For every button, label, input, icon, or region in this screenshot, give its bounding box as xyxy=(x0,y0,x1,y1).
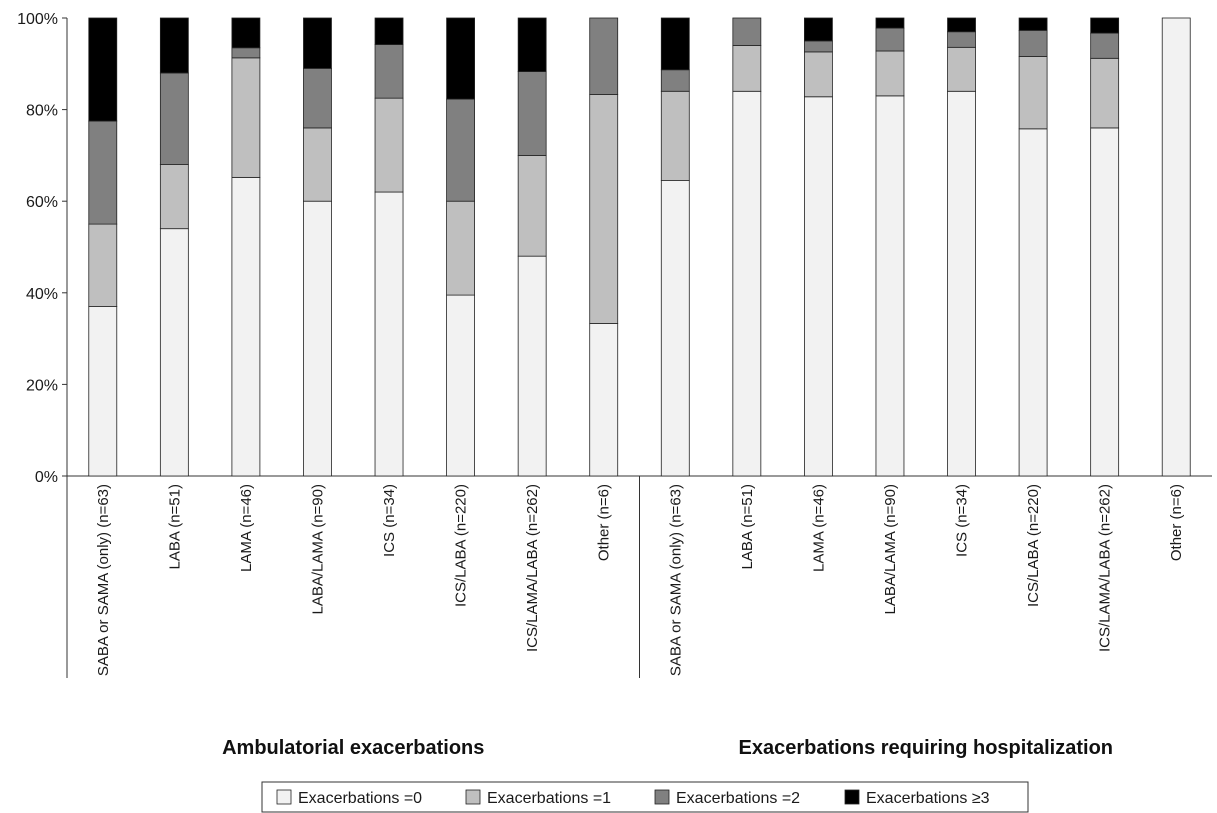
bar-segment xyxy=(446,17,475,100)
x-tick-label: LABA (n=51) xyxy=(166,484,183,569)
x-tick-label: LAMA (n=46) xyxy=(810,484,827,572)
bar-segment xyxy=(1090,17,1120,34)
legend-box xyxy=(261,781,1029,813)
legend-swatch xyxy=(276,789,292,805)
bar-segment xyxy=(303,17,332,69)
bar-segment xyxy=(231,17,261,49)
x-tick-label: Other (n=6) xyxy=(596,484,613,561)
bar-segment xyxy=(1090,127,1120,477)
bar-segment xyxy=(446,98,475,202)
bar-segment xyxy=(732,90,762,477)
bar-segment xyxy=(1018,56,1048,130)
x-tick-label: Other (n=6) xyxy=(1168,484,1185,561)
bar-segment xyxy=(517,17,547,72)
x-tick-labels: SABA or SAMA (only) (n=63) LABA (n=51) LAM… xyxy=(95,484,1185,676)
legend-label: Exacerbations =2 xyxy=(676,790,800,807)
x-tick-label: ICS/LABA (n=220) xyxy=(1025,484,1042,607)
group-label: Exacerbations requiring hospitalization xyxy=(738,737,1113,759)
bar-segment xyxy=(374,191,404,477)
bar-segment xyxy=(517,255,547,477)
x-tick-label: SABA or SAMA (only) (n=63) xyxy=(667,484,684,676)
x-tick-label: LABA (n=51) xyxy=(739,484,756,569)
bar-segment xyxy=(446,294,475,477)
bar-segment xyxy=(517,71,547,156)
x-tick-label: ICS (n=34) xyxy=(954,484,971,557)
legend-swatch xyxy=(654,789,670,805)
legend-swatch xyxy=(465,789,481,805)
bar-segment xyxy=(660,180,690,477)
bar-segment xyxy=(374,97,404,193)
x-tick-label: SABA or SAMA (only) (n=63) xyxy=(95,484,112,676)
bar-segment xyxy=(303,67,332,129)
y-tick-label: 0% xyxy=(35,469,58,486)
bar-segment xyxy=(303,200,332,477)
bar-segment xyxy=(1090,57,1120,129)
bar-segment xyxy=(374,17,404,45)
x-tick-label: ICS/LAMA/LABA (n=262) xyxy=(524,484,541,652)
x-tick-label: ICS/LABA (n=220) xyxy=(453,484,470,607)
bar-segment xyxy=(88,223,118,307)
x-tick-label: LABA/LAMA (n=90) xyxy=(309,484,326,615)
bar-segment xyxy=(804,40,833,53)
bar-segment xyxy=(159,228,189,477)
bar-segment xyxy=(231,47,261,59)
x-tick-label: LABA/LAMA (n=90) xyxy=(882,484,899,615)
legend-label: Exacerbations =1 xyxy=(487,790,611,807)
bar-segment xyxy=(875,95,905,477)
legend-label: Exacerbations ≥3 xyxy=(866,790,990,807)
bar-segment xyxy=(947,46,976,92)
bar-segment xyxy=(660,69,690,92)
x-tick-label: LAMA (n=46) xyxy=(238,484,255,572)
bar-segment xyxy=(875,17,905,29)
bar-segment xyxy=(947,17,976,33)
bar-segment xyxy=(947,90,976,477)
bar-segment xyxy=(804,17,833,42)
bar-segment xyxy=(947,31,976,48)
bar-segment xyxy=(88,306,118,477)
y-tick-label: 60% xyxy=(26,194,58,211)
bar-segment xyxy=(231,176,261,477)
bar-segment xyxy=(88,120,118,225)
bar-segment xyxy=(303,127,332,202)
bar-segment xyxy=(589,17,619,95)
bar-segment xyxy=(804,96,833,477)
bar-segment xyxy=(589,94,619,324)
chart-bars xyxy=(88,17,1191,477)
bar-segment xyxy=(1018,128,1048,477)
bar-segment xyxy=(1018,17,1048,31)
y-tick-label: 100% xyxy=(17,11,58,28)
bar-segment xyxy=(1018,29,1048,57)
bar-segment xyxy=(1090,32,1120,59)
bar-segment xyxy=(517,154,547,257)
y-tick-label: 80% xyxy=(26,103,58,120)
bar-segment xyxy=(875,50,905,97)
bar-segment xyxy=(589,323,619,477)
x-tick-label: ICS (n=34) xyxy=(381,484,398,557)
bar-segment xyxy=(1161,17,1191,477)
bar-segment xyxy=(159,17,189,74)
x-tick-label: ICS/LAMA/LABA (n=262) xyxy=(1097,484,1114,652)
chart-legend: Exacerbations =0 Exacerbations =1 Exacerba… xyxy=(261,781,1029,813)
bar-segment xyxy=(875,27,905,52)
group-labels: Ambulatorial exacerbations Exacerbations … xyxy=(222,737,1113,759)
bar-segment xyxy=(732,45,762,92)
bar-segment xyxy=(374,44,404,99)
group-label: Ambulatorial exacerbations xyxy=(222,737,484,759)
legend-label: Exacerbations =0 xyxy=(298,790,422,807)
bar-segment xyxy=(159,164,189,230)
bar-segment xyxy=(88,17,118,122)
legend-swatch xyxy=(844,789,860,805)
y-tick-label: 20% xyxy=(26,377,58,394)
bar-segment xyxy=(159,72,189,165)
y-tick-label: 40% xyxy=(26,286,58,303)
bar-segment xyxy=(732,17,762,46)
bar-segment xyxy=(446,200,475,296)
bar-segment xyxy=(231,57,261,178)
bar-segment xyxy=(660,17,690,71)
bar-segment xyxy=(804,51,833,98)
y-tick-labels: 0% 20% 40% 60% 80% 100% xyxy=(17,11,58,486)
bar-segment xyxy=(660,90,690,181)
